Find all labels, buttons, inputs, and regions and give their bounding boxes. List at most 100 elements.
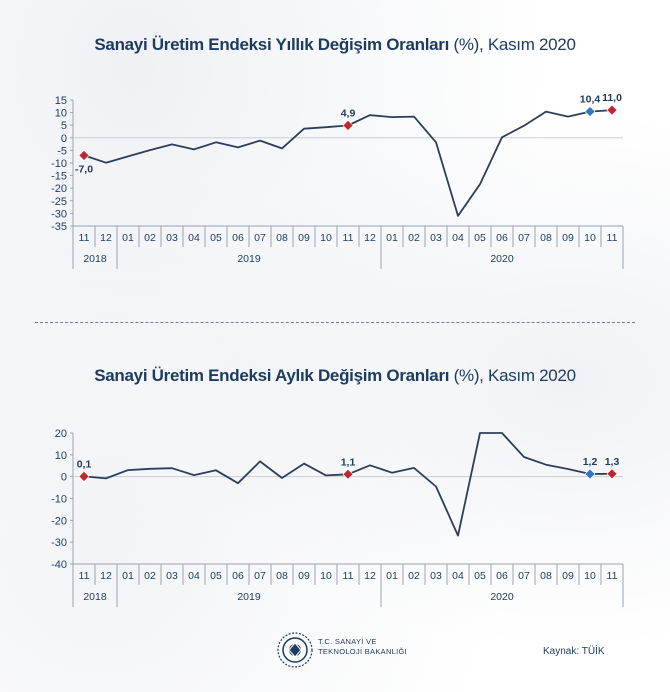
x-tick-label: 06 xyxy=(496,232,508,244)
year-label: 2020 xyxy=(490,591,514,603)
x-tick-label: 04 xyxy=(452,232,464,244)
data-label: 0,1 xyxy=(77,458,92,470)
data-label: 1,1 xyxy=(341,456,356,468)
x-tick-label: 08 xyxy=(276,570,288,582)
y-tick-label: 20 xyxy=(55,428,67,440)
data-point-marker xyxy=(606,468,618,480)
data-point-marker xyxy=(342,468,354,480)
x-tick-label: 05 xyxy=(210,232,222,244)
x-tick-label: 12 xyxy=(100,232,112,244)
x-tick-label: 10 xyxy=(584,570,596,582)
ministry-logo-icon xyxy=(277,632,313,668)
y-tick-label: -20 xyxy=(51,183,67,195)
x-tick-label: 01 xyxy=(122,232,134,244)
y-tick-label: -35 xyxy=(51,221,67,233)
y-tick-label: -25 xyxy=(51,196,67,208)
x-tick-label: 10 xyxy=(320,232,332,244)
x-tick-label: 06 xyxy=(232,570,244,582)
year-label: 2018 xyxy=(83,591,107,603)
source-label: Kaynak: TÜİK xyxy=(543,646,605,657)
data-label: -7,0 xyxy=(75,163,93,175)
x-tick-label: 11 xyxy=(607,232,618,244)
data-point-marker xyxy=(78,471,90,482)
x-tick-label: 07 xyxy=(254,232,266,244)
x-tick-label: 03 xyxy=(166,570,178,582)
data-point-marker xyxy=(584,468,596,480)
ministry-name-line2: TEKNOLOJİ BAKANLIĞI xyxy=(318,647,408,656)
x-tick-label: 10 xyxy=(320,570,332,582)
x-tick-label: 09 xyxy=(298,232,310,244)
x-tick-label: 03 xyxy=(430,570,442,582)
x-tick-label: 04 xyxy=(188,570,200,582)
x-tick-label: 11 xyxy=(343,232,354,244)
y-tick-label: -10 xyxy=(51,494,67,506)
x-tick-label: 02 xyxy=(408,570,420,582)
y-tick-label: 0 xyxy=(61,133,67,145)
data-point-marker xyxy=(342,120,354,131)
chart1-title: Sanayi Üretim Endeksi Yıllık Değişim Ora… xyxy=(94,35,576,54)
x-tick-label: 02 xyxy=(144,232,156,244)
y-tick-label: -10 xyxy=(51,158,67,170)
data-label: 1,3 xyxy=(605,456,620,468)
x-tick-label: 11 xyxy=(607,570,618,582)
x-tick-label: 01 xyxy=(386,232,398,244)
y-tick-label: -5 xyxy=(57,145,67,157)
data-point-marker xyxy=(78,150,90,161)
x-tick-label: 06 xyxy=(232,232,244,244)
x-tick-label: 12 xyxy=(364,570,376,582)
x-tick-label: 10 xyxy=(584,232,596,244)
y-tick-label: -40 xyxy=(51,559,67,571)
year-label: 2019 xyxy=(237,253,261,265)
monthly-change-chart: 20 10 0 -10 -20 -30 -40 11 12 01 02 03 04 05 06 07 08 09 1… xyxy=(51,428,624,607)
data-label: 1,2 xyxy=(583,456,598,468)
x-tick-label: 05 xyxy=(474,570,486,582)
data-point-marker xyxy=(584,106,596,118)
y-tick-label: -15 xyxy=(51,171,67,183)
section-divider xyxy=(35,322,635,323)
x-tick-label: 05 xyxy=(210,570,222,582)
data-label: 10,4 xyxy=(580,94,601,106)
x-tick-label: 01 xyxy=(122,570,134,582)
x-tick-label: 09 xyxy=(562,232,574,244)
x-tick-label: 11 xyxy=(79,570,90,582)
y-tick-label: 10 xyxy=(55,108,67,120)
data-label: 4,9 xyxy=(341,107,356,119)
x-tick-label: 07 xyxy=(518,232,530,244)
x-tick-label: 12 xyxy=(364,232,376,244)
x-tick-label: 03 xyxy=(430,232,442,244)
year-label: 2020 xyxy=(490,253,514,265)
x-tick-label: 11 xyxy=(79,232,90,244)
x-tick-label: 08 xyxy=(540,232,552,244)
ministry-name-line1: T.C. SANAYİ VE xyxy=(318,637,377,646)
y-tick-label: 15 xyxy=(55,95,67,107)
year-label: 2018 xyxy=(83,253,107,265)
x-tick-label: 04 xyxy=(188,232,200,244)
y-tick-label: -30 xyxy=(51,208,67,220)
x-tick-label: 03 xyxy=(166,232,178,244)
y-tick-label: 10 xyxy=(55,450,67,462)
x-tick-label: 08 xyxy=(276,232,288,244)
x-tick-label: 01 xyxy=(386,570,398,582)
x-tick-label: 09 xyxy=(298,570,310,582)
x-tick-label: 02 xyxy=(408,232,420,244)
data-label: 11,0 xyxy=(602,92,622,104)
y-tick-label: -20 xyxy=(51,515,67,527)
x-tick-label: 08 xyxy=(540,570,552,582)
chart2-title: Sanayi Üretim Endeksi Aylık Değişim Oran… xyxy=(94,366,576,385)
x-tick-label: 07 xyxy=(254,570,266,582)
data-point-marker xyxy=(606,104,618,116)
x-tick-label: 07 xyxy=(518,570,530,582)
year-label: 2019 xyxy=(237,591,261,603)
x-tick-label: 05 xyxy=(474,232,486,244)
x-tick-label: 09 xyxy=(562,570,574,582)
x-tick-label: 11 xyxy=(343,570,354,582)
y-tick-label: 5 xyxy=(61,120,67,132)
x-tick-label: 06 xyxy=(496,570,508,582)
y-tick-label: 0 xyxy=(61,472,67,484)
x-tick-label: 04 xyxy=(452,570,464,582)
y-tick-label: -30 xyxy=(51,537,67,549)
x-tick-label: 02 xyxy=(144,570,156,582)
ministry-name: T.C. SANAYİ VE TEKNOLOJİ BAKANLIĞI xyxy=(318,637,407,657)
